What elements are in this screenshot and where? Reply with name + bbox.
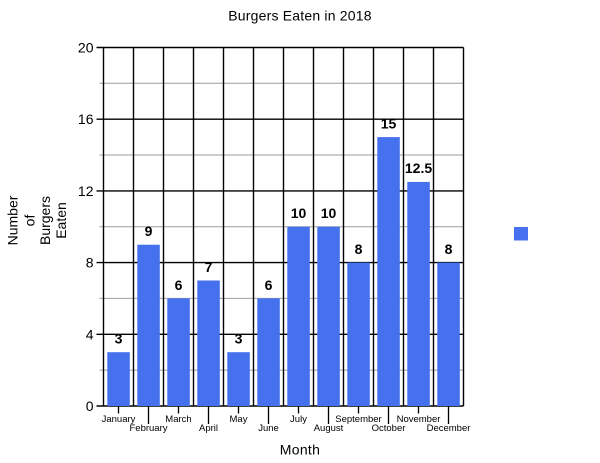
svg-text:3: 3 [235, 331, 243, 347]
svg-text:4: 4 [86, 326, 94, 342]
svg-text:Number: Number [5, 195, 21, 245]
svg-text:of: of [22, 215, 38, 227]
svg-text:Burgers Eaten in 2018: Burgers Eaten in 2018 [228, 8, 372, 24]
svg-text:0: 0 [86, 398, 94, 414]
svg-text:16: 16 [78, 111, 94, 127]
svg-text:Eaten: Eaten [53, 202, 69, 239]
svg-text:January: January [102, 414, 136, 425]
svg-text:8: 8 [355, 241, 363, 257]
svg-text:3: 3 [115, 331, 123, 347]
svg-text:12: 12 [78, 183, 94, 199]
svg-text:10: 10 [321, 205, 337, 221]
svg-text:Burgers: Burgers [37, 196, 53, 245]
svg-text:March: March [165, 414, 191, 425]
svg-text:9: 9 [145, 223, 153, 239]
svg-text:May: May [230, 414, 248, 425]
svg-text:April: April [199, 423, 218, 434]
svg-text:15: 15 [381, 115, 397, 131]
svg-text:February: February [129, 423, 167, 434]
svg-text:November: November [397, 414, 441, 425]
svg-text:10: 10 [291, 205, 307, 221]
svg-text:8: 8 [86, 255, 94, 271]
svg-text:August: August [314, 423, 344, 434]
svg-text:Month: Month [280, 442, 320, 458]
svg-text:December: December [427, 423, 471, 434]
svg-text:20: 20 [78, 40, 94, 56]
svg-text:7: 7 [205, 259, 213, 275]
svg-text:6: 6 [265, 277, 273, 293]
svg-text:July: July [290, 414, 307, 425]
svg-text:12.5: 12.5 [405, 160, 432, 176]
svg-text:October: October [372, 423, 406, 434]
svg-text:8: 8 [445, 241, 453, 257]
svg-text:June: June [258, 423, 279, 434]
svg-text:September: September [335, 414, 381, 425]
svg-text:6: 6 [175, 277, 183, 293]
